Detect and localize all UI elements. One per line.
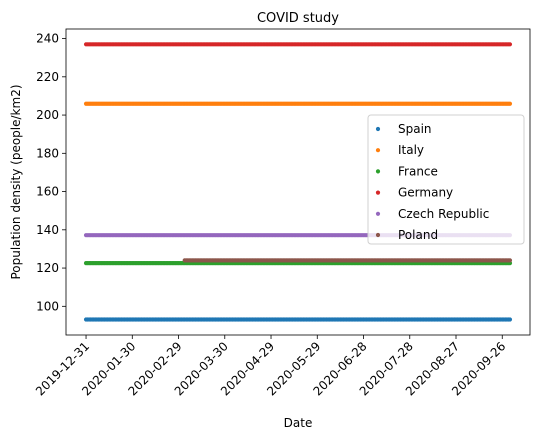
series-poland [182,258,513,263]
y-tick-label: 120 [36,261,59,275]
plot-marks [83,42,513,322]
y-tick-label: 180 [36,146,59,160]
y-tick-label: 160 [36,185,59,199]
y-tick-label: 100 [36,299,59,313]
y-tick-label: 240 [36,32,59,46]
x-axis-label: Date [284,416,313,430]
series-italy [83,101,513,106]
y-tick-label: 140 [36,223,59,237]
legend-marker [375,148,381,153]
y-axis-label: Population density (people/km2) [9,84,23,279]
legend-marker [375,169,381,174]
data-point [507,258,513,263]
plot-frame [65,28,531,336]
data-point [507,317,513,322]
data-point [507,101,513,106]
legend-label: Italy [398,143,424,157]
x-axis: 2019-12-312020-01-302020-02-292020-03-30… [33,335,508,398]
legend-marker [375,190,381,195]
legend-label: Spain [398,122,432,136]
legend-marker [375,232,381,238]
legend-marker [375,126,381,132]
legend-label: France [398,164,438,178]
chart-title: COVID study [257,11,339,26]
legend-label: Poland [398,228,438,242]
legend-label: Czech Republic [398,207,489,221]
legend-marker [375,211,381,216]
series-germany [83,42,513,47]
y-tick-label: 220 [36,70,59,84]
legend-box [367,114,525,245]
y-tick-label: 200 [36,108,59,122]
legend: Spain Italy France Germany Czech Republic Pol… [367,114,525,245]
y-axis: 100 120 140 160 180 200 220 240 [36,32,66,313]
series-spain [83,317,513,322]
legend-label: Germany [398,186,453,200]
data-point [507,42,513,47]
